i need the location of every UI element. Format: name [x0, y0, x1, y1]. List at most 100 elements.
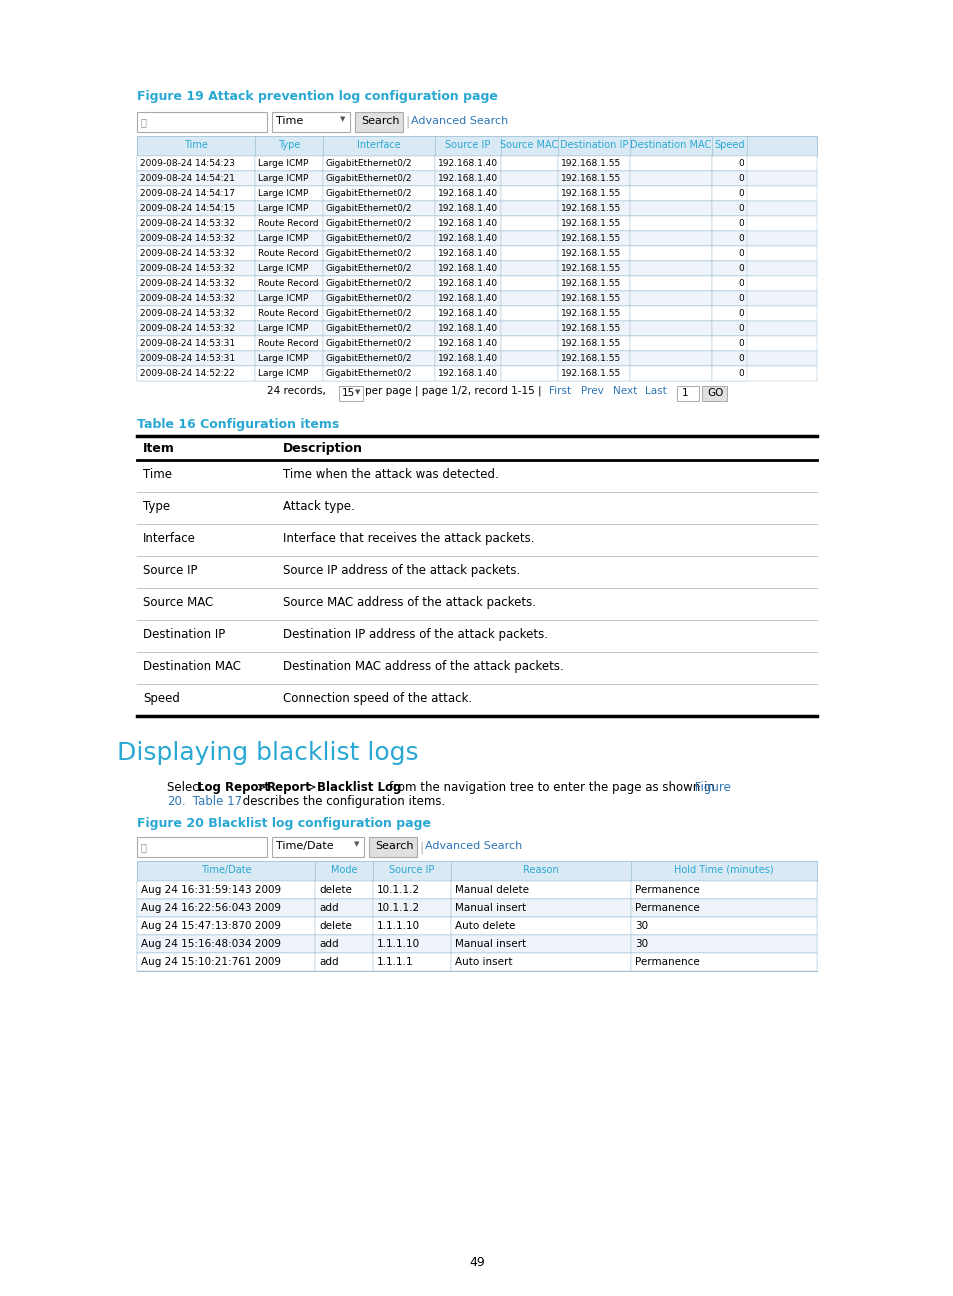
Text: 30: 30	[635, 921, 647, 931]
Text: 2009-08-24 14:52:22: 2009-08-24 14:52:22	[140, 369, 234, 378]
Bar	[435, 321, 500, 336]
Bar	[137, 171, 254, 187]
Bar	[451, 861, 630, 881]
Text: Aug 24 16:22:56:043 2009: Aug 24 16:22:56:043 2009	[141, 903, 281, 912]
Bar	[323, 231, 435, 246]
Bar	[137, 306, 816, 321]
Bar	[373, 881, 451, 899]
Bar	[137, 276, 816, 292]
Bar	[137, 231, 816, 246]
Bar	[254, 136, 323, 156]
Bar	[323, 306, 435, 321]
Bar	[137, 216, 254, 231]
Text: Advanced Search: Advanced Search	[424, 841, 521, 851]
Bar	[677, 386, 699, 400]
Text: 2009-08-24 14:54:23: 2009-08-24 14:54:23	[140, 159, 234, 168]
Bar	[711, 260, 746, 276]
Text: GigabitEthernet0/2: GigabitEthernet0/2	[326, 324, 412, 333]
Bar	[137, 881, 816, 899]
Text: 2009-08-24 14:53:32: 2009-08-24 14:53:32	[140, 249, 234, 258]
Text: Permanence: Permanence	[635, 903, 699, 912]
Text: Source MAC: Source MAC	[500, 140, 558, 150]
Bar	[711, 171, 746, 187]
Text: GigabitEthernet0/2: GigabitEthernet0/2	[326, 279, 412, 288]
Text: 192.168.1.55: 192.168.1.55	[560, 159, 620, 168]
Text: 0: 0	[738, 354, 743, 363]
Bar	[137, 201, 254, 216]
Bar	[254, 351, 323, 365]
Bar	[137, 260, 816, 276]
Bar	[137, 881, 314, 899]
Bar	[629, 365, 711, 381]
Bar	[323, 136, 435, 156]
Bar	[435, 276, 500, 292]
Bar	[629, 156, 711, 171]
Bar	[630, 861, 816, 881]
Text: Large ICMP: Large ICMP	[257, 235, 308, 244]
Bar	[137, 321, 254, 336]
Bar	[711, 321, 746, 336]
Text: 192.168.1.40: 192.168.1.40	[437, 219, 497, 228]
Bar	[254, 171, 323, 187]
Bar	[323, 365, 435, 381]
Text: Large ICMP: Large ICMP	[257, 294, 308, 303]
Text: Destination IP: Destination IP	[143, 629, 225, 642]
Bar	[137, 231, 254, 246]
Bar	[254, 216, 323, 231]
Bar	[711, 201, 746, 216]
Text: Interface that receives the attack packets.: Interface that receives the attack packe…	[283, 531, 534, 546]
Bar	[254, 306, 323, 321]
Bar	[558, 216, 629, 231]
Bar	[629, 136, 711, 156]
Bar	[137, 365, 254, 381]
Bar	[137, 292, 816, 306]
Text: 2009-08-24 14:53:32: 2009-08-24 14:53:32	[140, 308, 234, 318]
Bar	[629, 292, 711, 306]
Text: Route Record: Route Record	[257, 249, 318, 258]
Text: Last: Last	[644, 386, 666, 397]
Text: Advanced Search: Advanced Search	[411, 117, 508, 126]
Bar	[137, 918, 816, 934]
Text: Figure 20 Blacklist log configuration page: Figure 20 Blacklist log configuration pa…	[137, 816, 431, 829]
Text: Aug 24 15:10:21:761 2009: Aug 24 15:10:21:761 2009	[141, 956, 281, 967]
Text: 0: 0	[738, 308, 743, 318]
Bar	[314, 861, 373, 881]
Text: Item: Item	[143, 442, 174, 455]
Bar	[137, 201, 816, 216]
Bar	[137, 136, 254, 156]
Text: 10.1.1.2: 10.1.1.2	[376, 885, 419, 896]
Bar	[435, 365, 500, 381]
Text: 10.1.1.2: 10.1.1.2	[376, 903, 419, 912]
Bar	[137, 156, 254, 171]
Bar	[373, 861, 451, 881]
Text: |: |	[418, 841, 423, 854]
Text: Reason: Reason	[522, 864, 558, 875]
Bar	[137, 899, 314, 918]
Text: ▼: ▼	[354, 841, 359, 848]
Bar	[500, 276, 558, 292]
Text: Large ICMP: Large ICMP	[257, 189, 308, 198]
Bar	[500, 231, 558, 246]
Bar	[558, 246, 629, 260]
Text: 192.168.1.40: 192.168.1.40	[437, 203, 497, 213]
Bar	[137, 187, 254, 201]
Text: 2009-08-24 14:53:32: 2009-08-24 14:53:32	[140, 264, 234, 273]
Text: 2009-08-24 14:53:31: 2009-08-24 14:53:31	[140, 354, 234, 363]
Text: 192.168.1.40: 192.168.1.40	[437, 235, 497, 244]
Bar	[711, 351, 746, 365]
Text: Destination MAC: Destination MAC	[143, 660, 241, 673]
Bar	[338, 386, 363, 400]
Bar	[323, 171, 435, 187]
Text: Large ICMP: Large ICMP	[257, 354, 308, 363]
Bar	[137, 336, 254, 351]
Text: Hold Time (minutes): Hold Time (minutes)	[674, 864, 773, 875]
Text: 192.168.1.55: 192.168.1.55	[560, 249, 620, 258]
Bar	[435, 136, 500, 156]
Text: Aug 24 16:31:59:143 2009: Aug 24 16:31:59:143 2009	[141, 885, 281, 896]
Text: Interface: Interface	[143, 531, 195, 546]
Bar	[435, 156, 500, 171]
Text: Search: Search	[360, 117, 399, 126]
Bar	[629, 171, 711, 187]
Bar	[701, 386, 726, 400]
Text: 1.1.1.10: 1.1.1.10	[376, 940, 419, 949]
